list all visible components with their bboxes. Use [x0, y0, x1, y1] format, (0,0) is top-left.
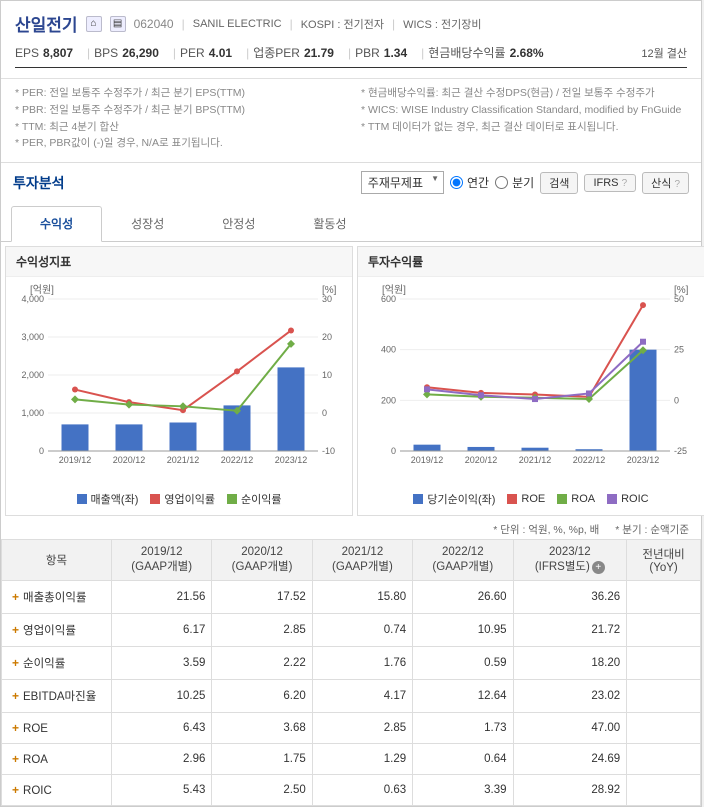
svg-text:2021/12: 2021/12: [167, 455, 200, 465]
stock-code: 062040: [134, 17, 174, 31]
table-row[interactable]: +순이익률: [2, 647, 112, 680]
svg-text:25: 25: [674, 345, 684, 355]
per-value: 4.01: [209, 46, 232, 60]
svg-text:-25: -25: [674, 446, 687, 456]
svg-text:2020/12: 2020/12: [113, 455, 146, 465]
radio-quarter[interactable]: 분기: [495, 174, 534, 191]
svg-text:10: 10: [322, 370, 332, 380]
svg-text:4,000: 4,000: [21, 294, 44, 304]
svg-text:2,000: 2,000: [21, 370, 44, 380]
svg-text:0: 0: [674, 396, 679, 406]
unit2: * 분기 : 순액기준: [615, 522, 689, 537]
note: * TTM 데이터가 없는 경우, 최근 결산 데이터로 표시됩니다.: [361, 119, 687, 136]
svg-text:2023/12: 2023/12: [275, 455, 308, 465]
chart2-title: 투자수익률: [358, 247, 704, 277]
link-icon[interactable]: ▤: [110, 16, 126, 32]
svg-text:30: 30: [322, 294, 332, 304]
svg-text:-10: -10: [322, 446, 335, 456]
svg-text:0: 0: [39, 446, 44, 456]
section-title: 투자분석: [13, 173, 355, 193]
search-button[interactable]: 검색: [540, 172, 578, 194]
svg-text:50: 50: [674, 294, 684, 304]
home-icon[interactable]: ⌂: [86, 16, 102, 32]
svg-text:2022/12: 2022/12: [573, 455, 606, 465]
div-label: 현금배당수익률: [428, 44, 505, 61]
pbr-label: PBR: [355, 46, 380, 60]
eps-value: 8,807: [43, 46, 73, 60]
svg-text:2020/12: 2020/12: [465, 455, 498, 465]
english-name: SANIL ELECTRIC: [193, 18, 282, 30]
tab-activity[interactable]: 활동성: [284, 206, 375, 241]
table-row[interactable]: +영업이익률: [2, 614, 112, 647]
ifrs-button[interactable]: IFRS ?: [584, 174, 636, 192]
svg-text:0: 0: [391, 446, 396, 456]
chart2: [억원][%]0200400600-25025502019/122020/122…: [358, 277, 704, 487]
table-row[interactable]: +매출총이익률: [2, 581, 112, 614]
settlement: 12월 결산: [641, 45, 687, 61]
note: * 현금배당수익률: 최근 결산 수정DPS(현금) / 전일 보통주 수정주가: [361, 85, 687, 102]
statement-select[interactable]: 주재무제표: [361, 171, 444, 194]
bps-value: 26,290: [122, 46, 159, 60]
svg-text:2022/12: 2022/12: [221, 455, 254, 465]
table-row[interactable]: +ROA: [2, 744, 112, 775]
table-row[interactable]: +ROE: [2, 713, 112, 744]
table-row[interactable]: +EBITDA마진율: [2, 680, 112, 713]
svg-text:3,000: 3,000: [21, 332, 44, 342]
svg-text:400: 400: [381, 345, 396, 355]
sectorper-label: 업종PER: [253, 44, 300, 61]
wics: WICS : 전기장비: [403, 16, 481, 32]
svg-text:600: 600: [381, 294, 396, 304]
sectorper-value: 21.79: [304, 46, 334, 60]
radio-annual[interactable]: 연간: [450, 174, 489, 191]
note: * PER: 전일 보통주 수정주가 / 최근 분기 EPS(TTM): [15, 85, 341, 102]
pbr-value: 1.34: [384, 46, 407, 60]
svg-text:2023/12: 2023/12: [627, 455, 660, 465]
note: * WICS: WISE Industry Classification Sta…: [361, 102, 687, 119]
tab-growth[interactable]: 성장성: [102, 206, 193, 241]
svg-text:1,000: 1,000: [21, 408, 44, 418]
market: KOSPI : 전기전자: [301, 16, 384, 32]
svg-text:2019/12: 2019/12: [411, 455, 444, 465]
chart1-title: 수익성지표: [6, 247, 352, 277]
chart1: [억원][%]01,0002,0003,0004,000-10010203020…: [6, 277, 352, 487]
bps-label: BPS: [94, 46, 118, 60]
tab-stability[interactable]: 안정성: [193, 206, 284, 241]
company-name: 산일전기: [15, 11, 78, 36]
svg-text:2019/12: 2019/12: [59, 455, 92, 465]
calc-button[interactable]: 산식 ?: [642, 172, 689, 194]
note: * TTM: 최근 4분기 합산: [15, 119, 341, 136]
data-table: 항목2019/12(GAAP개별)2020/12(GAAP개별)2021/12(…: [1, 539, 701, 806]
per-label: PER: [180, 46, 205, 60]
unit1: * 단위 : 억원, %, %p, 배: [493, 522, 599, 537]
div-value: 2.68%: [510, 46, 544, 60]
svg-text:20: 20: [322, 332, 332, 342]
svg-text:200: 200: [381, 396, 396, 406]
eps-label: EPS: [15, 46, 39, 60]
note: * PBR: 전일 보통주 수정주가 / 최근 분기 BPS(TTM): [15, 102, 341, 119]
table-row[interactable]: +ROIC: [2, 775, 112, 806]
svg-text:2021/12: 2021/12: [519, 455, 552, 465]
svg-text:0: 0: [322, 408, 327, 418]
note: * PER, PBR값이 (-)일 경우, N/A로 표기됩니다.: [15, 135, 341, 152]
tab-profitability[interactable]: 수익성: [11, 206, 102, 242]
